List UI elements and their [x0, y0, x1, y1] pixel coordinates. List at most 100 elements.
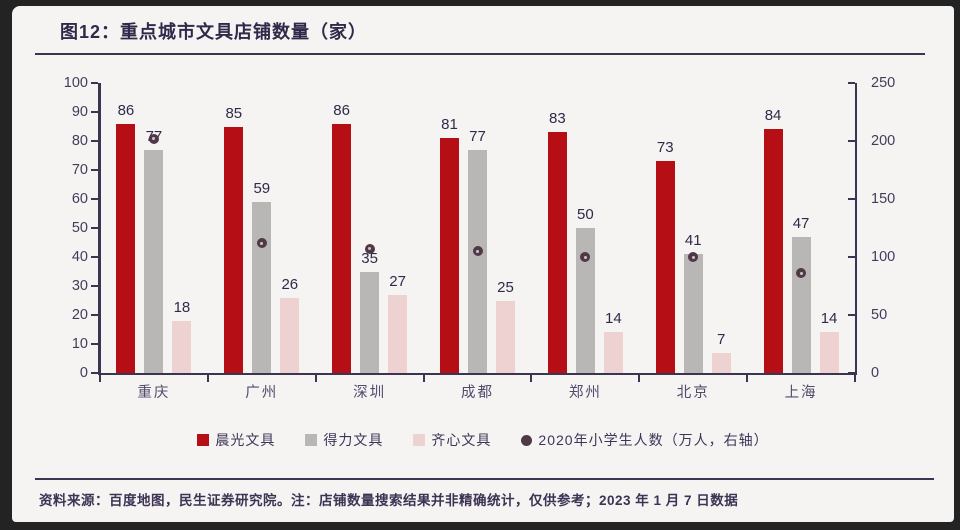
x-axis-tick — [99, 375, 101, 382]
bar-label-chenguang-3: 81 — [441, 116, 458, 134]
bar-label-chenguang-4: 83 — [549, 110, 566, 128]
bar-chenguang-0 — [116, 123, 136, 373]
bar-label-deli-6: 47 — [792, 214, 810, 232]
right-axis-tick — [848, 82, 855, 84]
dot-students-6 — [796, 268, 807, 279]
bar-deli-2 — [360, 271, 380, 373]
left-axis-tick — [91, 343, 98, 345]
dot-students-5 — [688, 252, 699, 262]
legend-label-qixin: 齐心文具 — [431, 432, 492, 448]
left-axis-tick — [91, 169, 98, 171]
left-axis-tick — [91, 198, 98, 200]
title-divider — [35, 53, 925, 55]
bar-label-deli-5: 41 — [684, 232, 702, 250]
x-label-5: 北京 — [676, 385, 710, 401]
x-label-6: 上海 — [784, 385, 818, 401]
right-axis-tick — [848, 372, 855, 374]
bar-label-qixin-2: 27 — [389, 272, 406, 290]
bar-chenguang-2 — [332, 123, 352, 373]
left-axis-label: 20 — [71, 307, 88, 323]
bar-deli-4 — [575, 228, 595, 373]
bar-label-qixin-0: 18 — [173, 298, 191, 316]
left-axis-label: 30 — [71, 278, 88, 294]
bar-chenguang-6 — [763, 129, 783, 373]
bar-qixin-5 — [711, 352, 731, 373]
bar-deli-3 — [468, 149, 487, 373]
dot-students-2 — [364, 243, 375, 254]
dot-students-4 — [580, 252, 591, 262]
right-axis-tick — [848, 256, 855, 258]
bar-deli-1 — [252, 201, 272, 373]
bar-chenguang-4 — [547, 132, 567, 373]
bar-label-qixin-4: 14 — [605, 310, 622, 328]
plot-area: 0 10 20 30 40 50 60 70 80 90 100 0 50 100 150 200 250 86 7… — [64, 75, 895, 401]
bar-label-qixin-3: 25 — [497, 278, 514, 296]
left-axis-tick — [91, 140, 98, 142]
chart-legend: 晨光文具 得力文具 齐心文具 2020年小学生人数（万人，右轴） — [12, 430, 954, 450]
x-axis-tick — [746, 375, 749, 382]
bar-label-qixin-6: 14 — [820, 310, 838, 328]
left-axis-tick — [91, 256, 98, 258]
dot-students-3 — [472, 246, 483, 257]
bar-chenguang-5 — [655, 161, 675, 373]
chart-card: 图12：重点城市文具店铺数量（家） 0 10 20 30 40 50 60 70 80 90 100… — [12, 6, 954, 522]
x-axis-tick — [638, 375, 641, 382]
legend-item-deli: 得力文具 — [305, 430, 383, 450]
left-axis-tick — [91, 314, 98, 316]
legend-item-chenguang: 晨光文具 — [197, 430, 275, 450]
bar-label-chenguang-5: 73 — [656, 139, 674, 157]
left-axis-label: 100 — [63, 75, 88, 91]
left-axis-tick — [91, 372, 98, 374]
source-note: 资料来源：百度地图，民生证券研究院。注：店铺数量搜索结果并非精确统计，仅供参考；… — [39, 493, 739, 508]
bar-qixin-6 — [819, 332, 839, 373]
bar-label-qixin-1: 26 — [281, 275, 299, 293]
bar-deli-5 — [683, 254, 703, 373]
bar-label-chenguang-0: 86 — [117, 101, 135, 119]
bar-chenguang-1 — [224, 126, 244, 373]
left-axis-label: 80 — [71, 133, 88, 149]
left-axis-label: 50 — [71, 220, 88, 236]
bottom-axis-line — [98, 372, 857, 375]
legend-item-qixin: 齐心文具 — [413, 430, 491, 450]
legend-item-students: 2020年小学生人数（万人，右轴） — [521, 430, 768, 450]
x-axis-tick — [854, 375, 856, 382]
bar-qixin-2 — [388, 294, 408, 373]
bar-qixin-3 — [496, 300, 515, 373]
bar-label-deli-4: 50 — [577, 206, 594, 223]
x-axis-tick — [206, 375, 209, 382]
bar-chenguang-3 — [440, 138, 459, 373]
x-label-1: 广州 — [245, 385, 279, 401]
left-axis-tick — [91, 82, 98, 84]
bar-deli-0 — [144, 149, 164, 373]
dot-students-0 — [148, 133, 159, 144]
bar-qixin-1 — [280, 297, 300, 373]
bar-label-deli-2: 35 — [361, 249, 378, 267]
right-axis-label: 200 — [871, 133, 896, 149]
bar-deli-6 — [791, 236, 811, 373]
legend-label-chenguang: 晨光文具 — [215, 432, 276, 448]
right-axis-tick — [848, 314, 855, 316]
right-axis-label: 100 — [871, 249, 896, 265]
left-axis-label: 40 — [71, 249, 88, 265]
footer-divider — [35, 478, 934, 480]
left-axis-label: 60 — [71, 191, 88, 207]
left-axis-line — [98, 83, 101, 375]
dot-students-1 — [256, 238, 267, 249]
left-axis-label: 10 — [71, 336, 88, 352]
x-label-3: 成都 — [461, 385, 494, 401]
left-axis-label: 90 — [71, 104, 88, 120]
legend-label-deli: 得力文具 — [323, 432, 384, 448]
left-axis-label: 0 — [79, 365, 88, 381]
bar-label-qixin-5: 7 — [717, 330, 726, 348]
left-axis-tick — [91, 111, 98, 113]
x-label-0: 重庆 — [137, 385, 171, 401]
left-axis-label: 70 — [71, 162, 88, 178]
legend-label-students: 2020年小学生人数（万人，右轴） — [538, 432, 769, 448]
x-axis-tick — [530, 375, 533, 382]
right-axis-label: 50 — [871, 307, 888, 323]
right-axis-label: 0 — [871, 365, 880, 381]
bar-label-deli-1: 59 — [253, 179, 271, 197]
x-axis-tick — [314, 375, 317, 382]
bar-qixin-0 — [172, 320, 192, 373]
